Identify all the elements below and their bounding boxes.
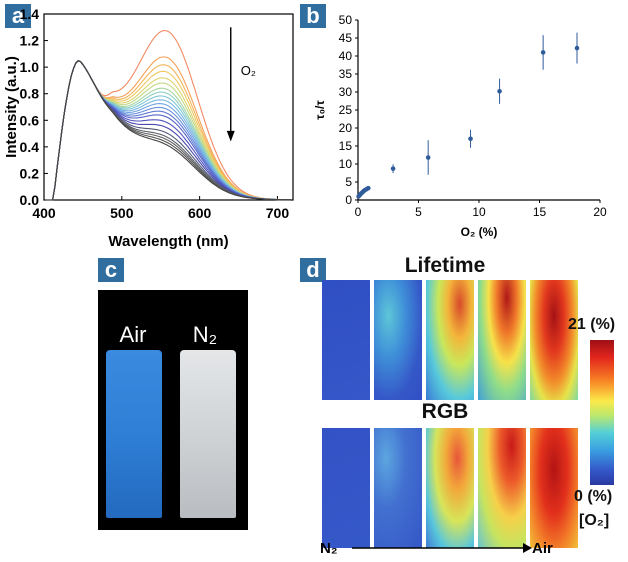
y-axis-label: Intensity (a.u.) (3, 56, 20, 158)
y-tick-label: 45 (339, 31, 353, 45)
o2-annotation: O₂ (241, 63, 256, 78)
x-tick-label: 0 (355, 205, 362, 219)
spectrum-line (45, 60, 291, 201)
spectrum-line (45, 60, 291, 201)
spectrum-line (45, 60, 291, 201)
y-tick-label: 25 (339, 103, 353, 117)
y-tick-label: 0.0 (20, 192, 40, 208)
n2-to-air-axis: N₂ Air (320, 540, 553, 557)
lifetime-title: Lifetime (404, 254, 486, 277)
rgb-image-tile (322, 428, 370, 548)
oxygen-colorbar (590, 340, 614, 485)
y-tick-label: 0.6 (20, 112, 40, 128)
spectrum-line (45, 60, 291, 201)
y-tick-label: 0.8 (20, 86, 40, 102)
y-tick-label: 0 (345, 193, 352, 207)
y-tick-label: 35 (339, 67, 353, 81)
rgb-image-tile (530, 428, 578, 548)
y-tick-label: 50 (339, 13, 353, 27)
vial-label-n2: N₂ (192, 322, 218, 347)
axis-end-label: Air (532, 540, 553, 557)
x-axis-label: O₂ (%) (461, 225, 498, 239)
axis-start-label: N₂ (320, 540, 338, 557)
data-point (425, 155, 431, 160)
x-tick-label: 400 (32, 205, 56, 221)
y-tick-label: 1.0 (20, 59, 40, 75)
panel-label-b: b (300, 4, 326, 28)
y-tick-label: 10 (339, 157, 353, 171)
rgb-image-tile (426, 428, 474, 548)
y-tick-label: 1.2 (20, 33, 40, 49)
spectrum-line (45, 29, 291, 201)
y-tick-label: 5 (345, 175, 352, 189)
y-tick-label: 20 (339, 121, 353, 135)
panel-label-d: d (300, 258, 326, 282)
x-tick-label: 10 (472, 205, 486, 219)
spectrum-line (45, 60, 291, 201)
rgb-title: RGB (421, 400, 469, 423)
colorbar-unit-label: [O₂] (579, 512, 610, 529)
y-tick-label: 15 (339, 139, 353, 153)
vial-air (106, 350, 162, 518)
spectrum-line (45, 60, 291, 201)
rgb-image-tile (374, 428, 422, 548)
o2-arrow-head (226, 130, 235, 142)
lifetime-image-tile (374, 280, 422, 400)
panel-label-a: a (5, 4, 31, 28)
vial-photo: Air N₂ (98, 290, 248, 530)
spectrum-line (45, 60, 291, 201)
spectrum-line (45, 60, 291, 201)
emission-spectra-chart: 0.0 0.2 0.4 0.6 0.8 1.0 1.2 1.4 400 500 600 700 Wave… (3, 6, 294, 250)
x-tick-label: 700 (266, 205, 290, 221)
spectrum-line (45, 60, 291, 201)
lifetime-image-tile (478, 280, 526, 400)
x-tick-label: 15 (533, 205, 547, 219)
x-tick-label: 500 (110, 205, 134, 221)
rgb-image-tile (478, 428, 526, 548)
spectrum-line (45, 60, 291, 201)
spectrum-line (45, 60, 291, 201)
y-tick-label: 0.2 (20, 165, 40, 181)
y-tick-label: 40 (339, 49, 353, 63)
y-tick-label: 30 (339, 85, 353, 99)
x-tick-label: 600 (188, 205, 212, 221)
data-point (540, 50, 546, 55)
panel-label-c: c (98, 258, 124, 282)
lifetime-image-tile (426, 280, 474, 400)
data-point (497, 88, 502, 94)
data-point (365, 185, 371, 191)
x-tick-label: 5 (415, 205, 422, 219)
spectrum-line (45, 60, 291, 201)
stern-volmer-chart: 0 5 10 15 20 25 30 35 40 45 50 0 5 10 15 20 O₂ (%) τ₀/τ (313, 13, 607, 239)
y-tick-label: 1.4 (20, 6, 40, 22)
data-point (468, 136, 473, 142)
colorbar-min-label: 0 (%) (574, 488, 613, 505)
x-tick-label: 20 (593, 205, 607, 219)
vial-label-air: Air (119, 322, 147, 347)
lifetime-image-tile (322, 280, 370, 400)
spectrum-line (45, 60, 291, 201)
spectrum-line (45, 60, 291, 201)
vial-n2 (180, 350, 236, 518)
spectrum-line (45, 60, 291, 201)
colorbar-max-label: 21 (%) (568, 316, 616, 333)
data-points (356, 32, 580, 199)
spectrum-line (45, 60, 291, 201)
data-point (390, 166, 396, 171)
plot-frame (43, 13, 294, 201)
spectrum-line (45, 60, 291, 201)
spectrum-line (45, 60, 291, 201)
x-axis-label: Wavelength (nm) (108, 233, 228, 250)
lifetime-image-tile (530, 280, 578, 400)
spectra-series (45, 29, 291, 201)
spectrum-line (45, 60, 291, 201)
y-tick-label: 0.4 (20, 139, 40, 155)
data-point (574, 45, 580, 51)
y-axis-label: τ₀/τ (313, 100, 327, 120)
